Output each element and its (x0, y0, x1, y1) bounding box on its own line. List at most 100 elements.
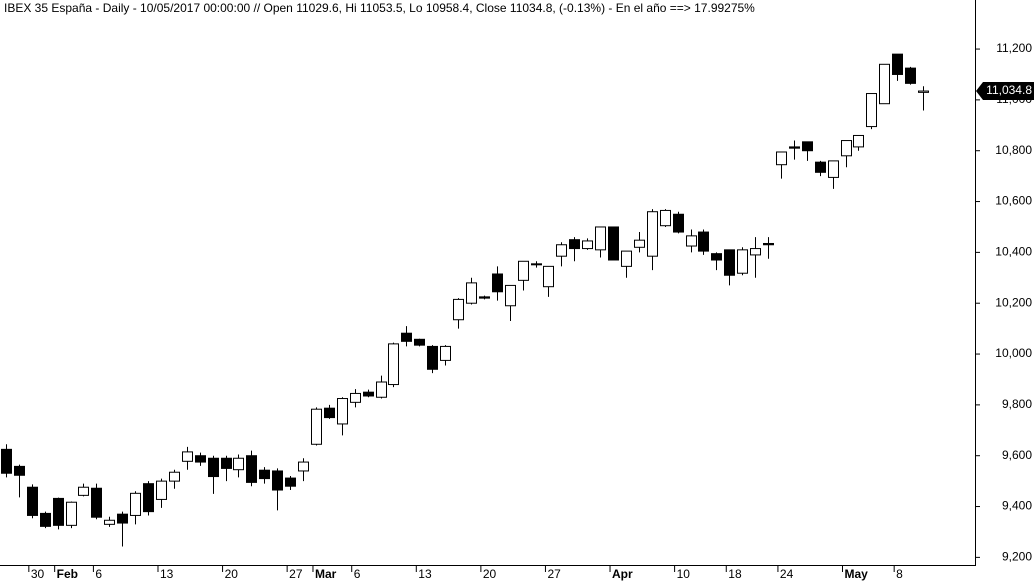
candle-body (14, 465, 25, 476)
candle-body (763, 242, 774, 246)
candle-body (569, 239, 580, 250)
candle-body (724, 249, 735, 276)
candle-body (647, 211, 658, 257)
candle-body (453, 298, 464, 321)
candle-body (660, 209, 671, 227)
x-tick-label: 6 (354, 567, 361, 581)
candle-body (828, 160, 839, 178)
candle-body (53, 497, 64, 526)
candle-body (388, 343, 399, 386)
candle-body (492, 273, 503, 293)
candle-body (143, 483, 154, 513)
candle-body (401, 332, 412, 342)
x-tick-label: Apr (612, 567, 633, 581)
candle-body (879, 63, 890, 105)
x-tick-label: 13 (418, 567, 432, 581)
candle-body (866, 93, 877, 128)
candle-body (905, 67, 916, 84)
candle-body (376, 381, 387, 398)
candle-body (78, 486, 89, 496)
candle-body (40, 512, 51, 527)
y-tick-label: 9,600 (1002, 448, 1032, 462)
candle-body (117, 513, 128, 524)
candle-body (182, 451, 193, 462)
y-tick-label: 10,200 (995, 295, 1032, 309)
x-tick-label: May (845, 567, 869, 581)
candle-body (634, 239, 645, 248)
candle-body (311, 408, 322, 445)
candle-body (621, 250, 632, 267)
candle-body (272, 470, 283, 491)
last-price-box (976, 82, 1034, 101)
candle-body (91, 487, 102, 518)
x-tick-label: 8 (896, 567, 903, 581)
candle-body (595, 226, 606, 251)
x-tick-label: 30 (31, 567, 45, 581)
y-tick-label: 10,000 (995, 346, 1032, 360)
y-tick-label: 10,600 (995, 194, 1032, 208)
candle-body (246, 455, 257, 483)
x-tick-label: 27 (289, 567, 303, 581)
candle-body (27, 486, 38, 516)
candle-body (208, 457, 219, 478)
x-tick-label: 18 (728, 567, 742, 581)
x-tick-label: Mar (315, 567, 337, 581)
candle-body (841, 140, 852, 157)
candle-body (337, 398, 348, 425)
candle-body (466, 282, 477, 304)
candle-body (815, 161, 826, 173)
y-tick-label: 9,200 (1002, 550, 1032, 564)
candle-body (918, 90, 929, 93)
candle-body (363, 391, 374, 397)
chart-title: IBEX 35 España - Daily - 10/05/2017 00:0… (4, 1, 755, 15)
candle-body (66, 501, 77, 526)
candle-body (259, 469, 270, 480)
candle-body (556, 244, 567, 257)
last-price-label: 11,034.8 (986, 83, 1032, 97)
x-tick-label: 24 (780, 567, 794, 581)
candle-body (130, 492, 141, 516)
y-tick-label: 9,400 (1002, 499, 1032, 513)
candle-body (505, 284, 516, 307)
candle-body (169, 471, 180, 482)
candle-body (698, 231, 709, 252)
candle-body (298, 461, 309, 472)
candle-body (582, 240, 593, 250)
candle-body (427, 345, 438, 370)
candle-body (195, 455, 206, 463)
x-tick-label: 27 (547, 567, 561, 581)
candle-body (711, 253, 722, 261)
x-tick-label: Feb (57, 567, 78, 581)
candle-body (479, 296, 490, 299)
x-tick-label: 10 (677, 567, 691, 581)
y-tick-label: 10,400 (995, 245, 1032, 259)
candle-body (221, 457, 232, 469)
candle-body (853, 134, 864, 148)
candle-body (737, 249, 748, 274)
candle-body (156, 480, 167, 500)
candle-body (531, 263, 542, 266)
candle-body (802, 141, 813, 152)
candle-body (285, 477, 296, 487)
x-tick-label: 6 (95, 567, 102, 581)
y-tick-label: 9,800 (1002, 397, 1032, 411)
candle-body (543, 265, 554, 288)
y-tick-label: 10,800 (995, 143, 1032, 157)
candle-body (104, 519, 115, 525)
candle-body (350, 392, 361, 403)
candle-body (892, 53, 903, 75)
candle-body (608, 226, 619, 261)
x-tick-label: 20 (225, 567, 239, 581)
candle-body (440, 345, 451, 361)
x-tick-label: 13 (160, 567, 174, 581)
candle-body (324, 407, 335, 419)
candle-body (518, 260, 529, 281)
candle-body (414, 338, 425, 346)
candle-body (789, 146, 800, 149)
candle-body (233, 457, 244, 471)
candle-body (686, 235, 697, 247)
candle-body (1, 448, 12, 474)
candle-body (776, 151, 787, 166)
